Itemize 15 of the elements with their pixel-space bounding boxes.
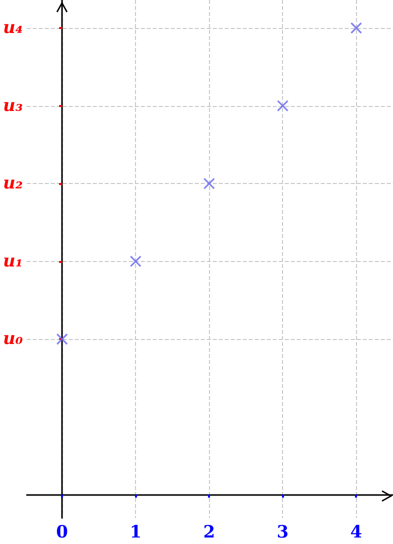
point <box>56 333 68 345</box>
x-tick-label: 3 <box>276 522 289 542</box>
text: u₄ <box>2 18 23 38</box>
text: u₀ <box>2 329 24 350</box>
text: u₁ <box>2 251 23 272</box>
x-tick-label: 4 <box>350 522 362 542</box>
text: u₂ <box>2 174 23 194</box>
point <box>130 256 142 268</box>
x-tick-label: 1 <box>130 522 142 542</box>
text: u₃ <box>2 96 23 116</box>
x-tick-label: 0 <box>56 522 68 542</box>
point <box>350 22 362 34</box>
point <box>276 100 288 112</box>
x-tick-label: 2 <box>203 522 216 542</box>
point <box>203 178 215 190</box>
